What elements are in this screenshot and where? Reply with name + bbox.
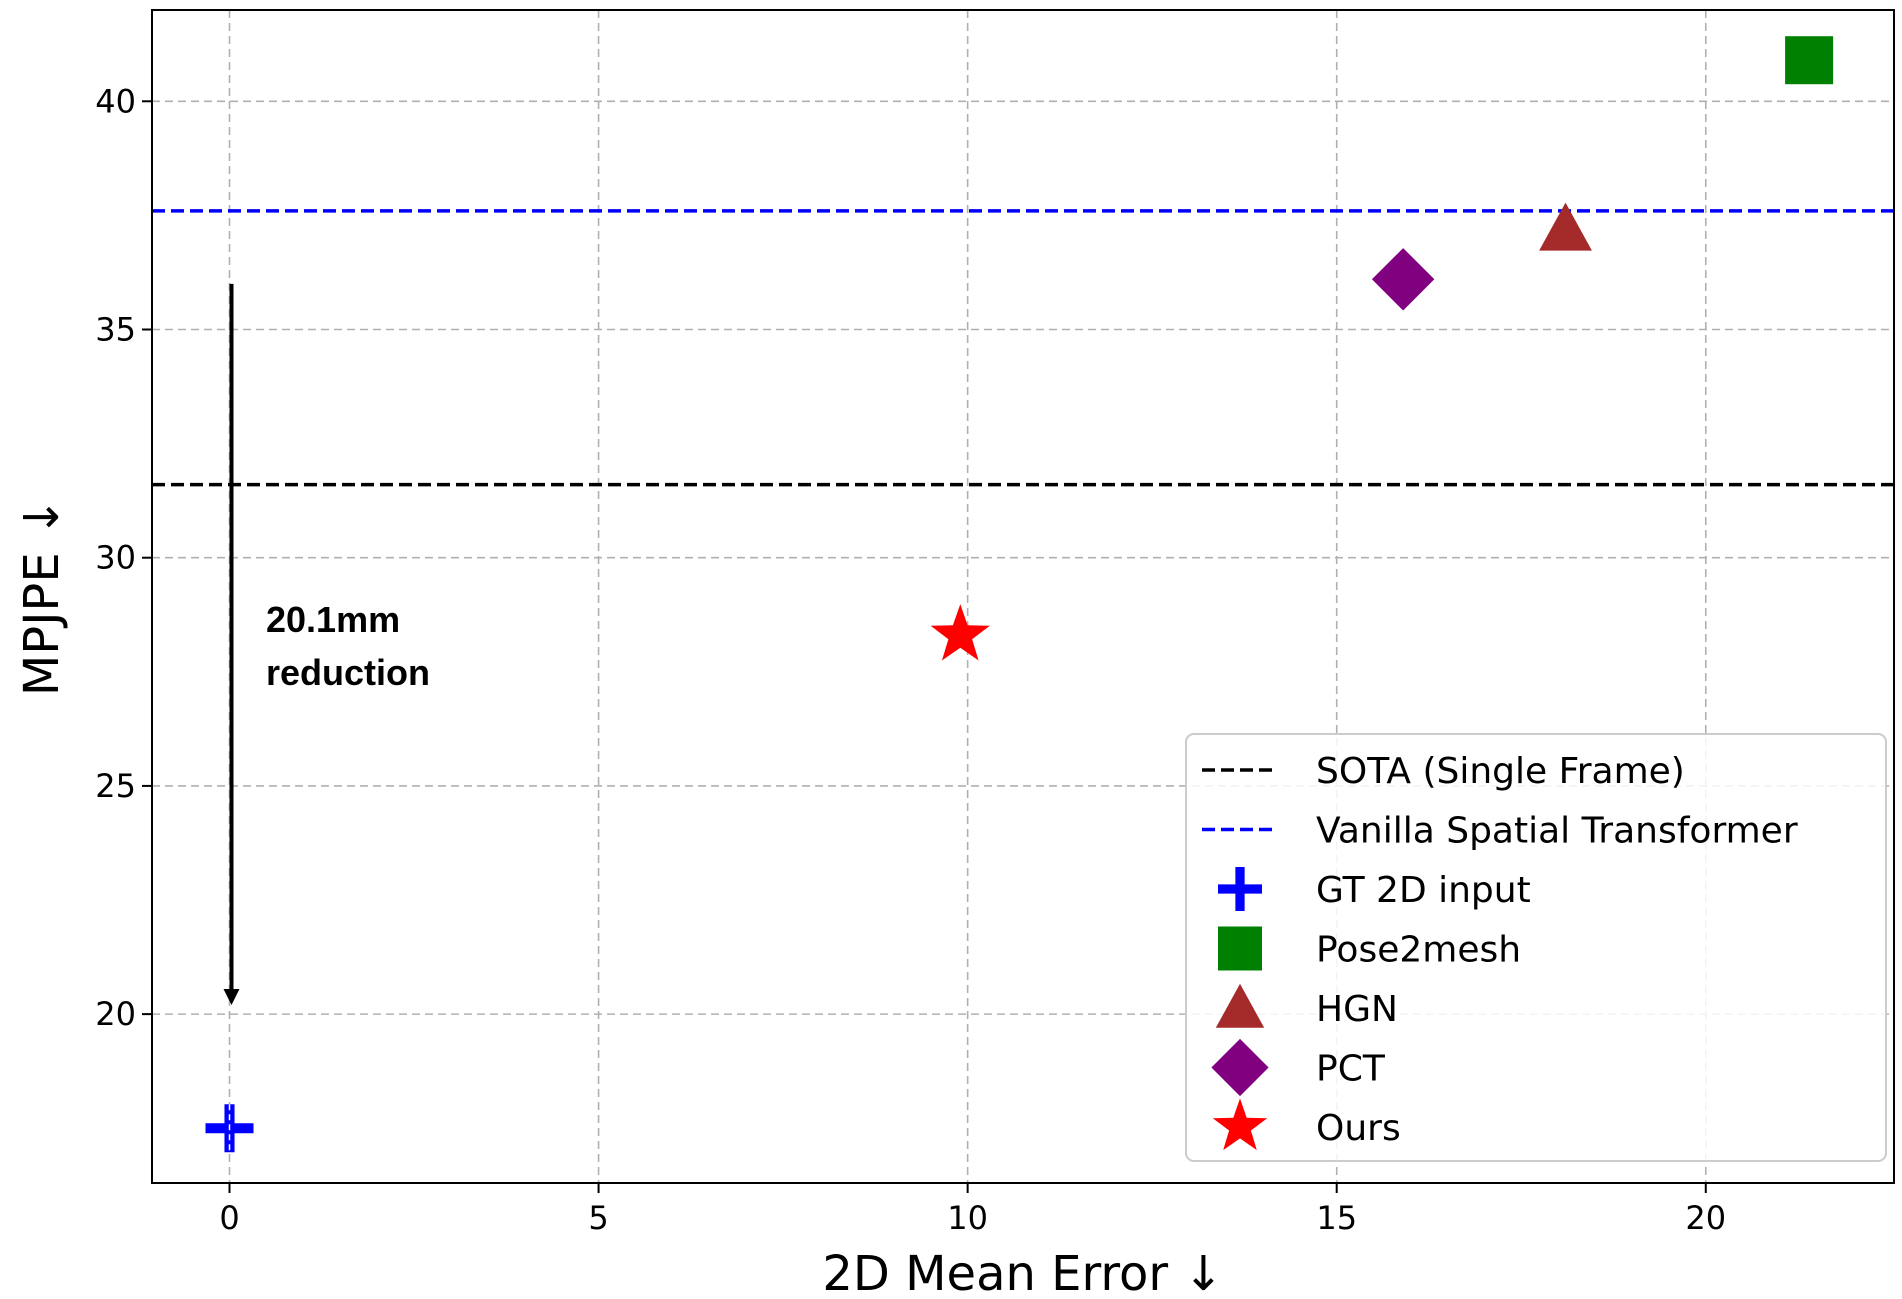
axis-ticks: 0 5 10 15 20 20 25 30 35 40	[95, 82, 1726, 1237]
y-tick-label: 35	[95, 310, 136, 348]
legend-label-gt-2d-input: GT 2D input	[1316, 870, 1531, 911]
plot-frame	[151, 9, 1895, 1184]
legend-marker-ours	[1212, 1098, 1268, 1151]
point-pct	[1371, 248, 1435, 311]
data-points	[205, 36, 1834, 1153]
y-tick-label: 30	[95, 539, 136, 577]
legend: SOTA (Single Frame) Vanilla Spatial Trans…	[1185, 733, 1887, 1162]
legend-label-hgn: HGN	[1316, 989, 1398, 1030]
x-tick-label: 15	[1316, 1199, 1357, 1237]
y-tick-label: 20	[95, 995, 136, 1033]
y-axis-title: MPJPE ↓	[14, 497, 70, 696]
legend-marker-pose2mesh	[1218, 926, 1262, 971]
legend-label-ours: Ours	[1316, 1108, 1401, 1149]
x-tick-label: 20	[1685, 1199, 1726, 1237]
annotation-line-1: 20.1mm	[266, 599, 400, 640]
point-ours	[930, 604, 990, 661]
legend-label-sota-single-frame-: SOTA (Single Frame)	[1316, 751, 1685, 792]
x-tick-label: 0	[219, 1199, 239, 1237]
reduction-arrowhead	[223, 988, 240, 1005]
annotation-line-2: reduction	[266, 652, 430, 693]
legend-label-pct: PCT	[1316, 1049, 1386, 1090]
legend-label-pose2mesh: Pose2mesh	[1316, 930, 1521, 971]
x-tick-label: 10	[947, 1199, 988, 1237]
point-pose2mesh	[1785, 36, 1834, 85]
legend-marker-pct	[1211, 1038, 1269, 1097]
grid	[152, 10, 1894, 1183]
y-tick-label: 40	[95, 82, 136, 120]
x-tick-label: 5	[588, 1199, 608, 1237]
legend-marker-hgn	[1215, 983, 1265, 1028]
reference-lines	[152, 209, 1894, 487]
legend-box	[1185, 733, 1887, 1162]
y-tick-label: 25	[95, 767, 136, 805]
x-axis-title: 2D Mean Error ↓	[822, 1246, 1223, 1299]
legend-label-vanilla-spatial-transformer: Vanilla Spatial Transformer	[1316, 811, 1798, 852]
annotation: 20.1mm reduction	[223, 283, 430, 1005]
legend-marker-gt-2d-input	[1218, 867, 1262, 911]
point-hgn	[1539, 202, 1592, 251]
